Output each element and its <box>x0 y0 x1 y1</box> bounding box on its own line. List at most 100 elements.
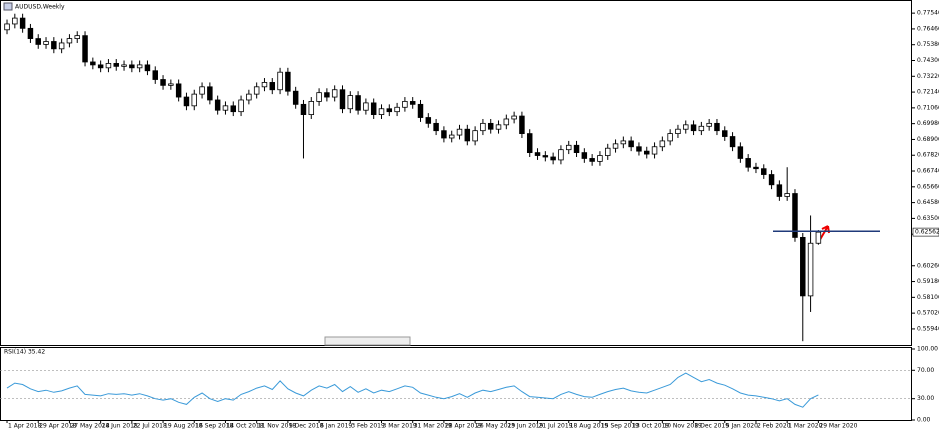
candle-body <box>753 166 759 170</box>
candle-body <box>12 17 18 25</box>
candle-body <box>285 71 291 92</box>
candle-body <box>698 125 705 132</box>
candle-body <box>503 118 510 126</box>
x-tick-label: 15 Sep 2019 <box>601 423 639 430</box>
candle-body <box>230 105 237 113</box>
candle-body <box>425 117 432 124</box>
candle-body <box>495 124 502 130</box>
candle-body <box>339 89 346 110</box>
candle-body <box>565 144 572 151</box>
candle-body <box>214 99 221 111</box>
candle-body <box>363 102 369 111</box>
x-tick-label: 29 Mar 2020 <box>819 423 857 430</box>
candle-body <box>480 122 486 132</box>
x-tick-label: 6 Jan 2019 <box>320 423 352 430</box>
candle-body <box>472 130 478 142</box>
candle-body <box>4 23 10 31</box>
candle-body <box>784 193 790 197</box>
candle-body <box>386 108 393 113</box>
x-tick-label: 24 Jun 2018 <box>102 423 138 430</box>
candle-body <box>659 140 666 148</box>
candle-body <box>183 96 190 107</box>
x-tick-label: 23 Jun 2019 <box>507 423 543 430</box>
candle-body <box>261 82 268 88</box>
x-tick-label: 19 Aug 2018 <box>164 423 203 430</box>
candle-body <box>355 95 361 111</box>
x-tick-label: 27 May 2018 <box>70 423 109 430</box>
candle-body <box>534 152 541 156</box>
candle-body <box>589 158 595 162</box>
x-tick-label: 21 Jul 2019 <box>539 423 573 430</box>
candle-body <box>690 124 697 132</box>
candle-body <box>253 86 260 95</box>
candle-body <box>90 61 96 66</box>
candle-body <box>644 150 650 155</box>
candle-body <box>222 105 229 111</box>
candle-body <box>409 101 416 105</box>
candle-body <box>113 63 119 67</box>
x-tick-label: 29 Apr 2018 <box>39 423 76 430</box>
candle-body <box>51 41 57 50</box>
candle-body <box>27 27 34 39</box>
candle-body <box>97 64 104 69</box>
candle-body <box>597 155 603 162</box>
rsi-line <box>6 372 819 408</box>
toolbar[interactable] <box>324 336 411 346</box>
y-tick-label: 30.00 <box>917 395 934 402</box>
x-tick-label: 1 Apr 2018 <box>8 423 41 430</box>
candle-body <box>43 41 49 45</box>
candle-body <box>800 236 806 297</box>
x-tick-label: 5 Jan 2020 <box>726 423 758 430</box>
candle-body <box>441 130 447 139</box>
candle-body <box>300 103 307 115</box>
candle-body <box>433 122 439 132</box>
candle-body <box>105 63 112 69</box>
candle-body <box>768 174 775 186</box>
price-label-box <box>912 227 939 237</box>
candle-body <box>667 133 673 142</box>
candle-body <box>815 231 822 244</box>
candle-body <box>238 99 244 113</box>
candle-body <box>519 115 525 135</box>
candle-body <box>542 155 549 158</box>
candle-body <box>620 140 627 145</box>
candle-body <box>269 82 276 91</box>
x-tick-label: 2 Feb 2020 <box>757 423 791 430</box>
candle-body <box>550 156 556 161</box>
toolbar-box[interactable] <box>324 336 411 346</box>
candle-body <box>207 86 213 101</box>
rsi-title: RSI(14) 35.42 <box>4 349 45 356</box>
candle-body <box>191 93 197 107</box>
candle-body <box>604 147 611 156</box>
candle-body <box>714 122 720 132</box>
candle-body <box>776 184 783 197</box>
x-tick-label: 11 Nov 2018 <box>258 423 297 430</box>
candle-body <box>82 35 88 63</box>
candle-body <box>511 115 517 120</box>
candle-body <box>683 124 689 130</box>
chart-title: AUDUSD,Weekly <box>15 4 65 11</box>
candle-body <box>35 38 41 45</box>
x-tick-label: 9 Dec 2018 <box>289 423 324 430</box>
candle-body <box>487 122 494 130</box>
symbol-icon <box>3 2 13 11</box>
candle-body <box>464 128 471 142</box>
candle-body <box>402 101 408 108</box>
candle-body <box>58 42 65 50</box>
candle-body <box>722 130 728 137</box>
x-tick-label: 14 Oct 2018 <box>226 423 263 430</box>
